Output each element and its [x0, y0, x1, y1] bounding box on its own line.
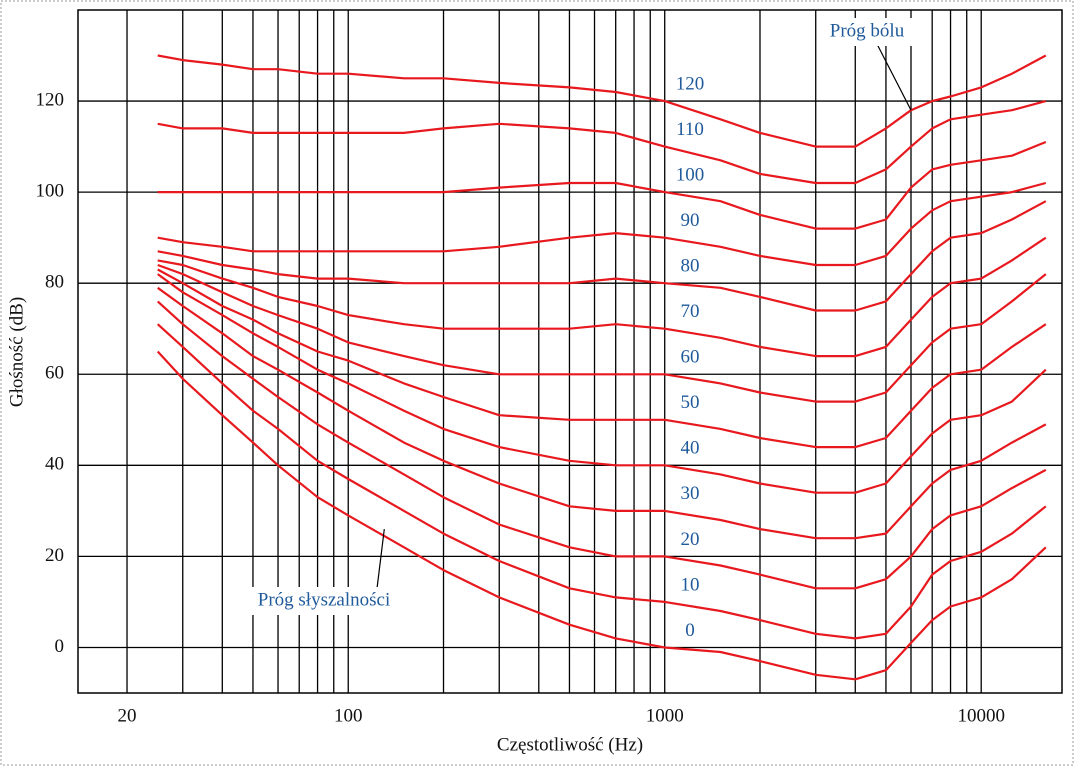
series-line [157, 273, 1047, 494]
annotation-pointer [876, 43, 912, 111]
y-tick-label: 100 [36, 180, 65, 201]
y-tick-label: 40 [45, 454, 64, 475]
series-label: 110 [676, 119, 704, 140]
series-line [157, 140, 1047, 230]
series-label: 80 [681, 256, 700, 277]
annotation: Próg bólu [830, 20, 905, 41]
y-tick-label: 120 [36, 89, 65, 110]
x-tick-label: 1000 [646, 705, 684, 726]
series-label: 70 [681, 301, 700, 322]
annotation-box [249, 587, 399, 615]
series-label: 90 [681, 210, 700, 231]
y-tick-label: 20 [45, 545, 64, 566]
y-tick-label: 80 [45, 272, 64, 293]
series-label: 10 [681, 574, 700, 595]
series-label: 20 [681, 529, 700, 550]
annotation: Próg słyszalności [258, 589, 390, 610]
annotation-box [821, 18, 913, 46]
x-tick-label: 10000 [957, 705, 1005, 726]
series-line [157, 200, 1047, 312]
series-line [157, 263, 1047, 403]
x-axis-label: Częstotliwość (Hz) [497, 734, 643, 755]
series-label: 60 [681, 347, 700, 368]
series-line [157, 268, 1047, 449]
series-label: 120 [676, 73, 705, 94]
series-line [157, 181, 1047, 267]
y-axis-label: Głośność (dB) [6, 297, 27, 407]
series-label: 40 [681, 438, 700, 459]
series-line [156, 350, 1047, 681]
series-label: 50 [681, 392, 700, 413]
series-line [156, 323, 1047, 640]
series-line [157, 236, 1047, 358]
series-line [157, 100, 1047, 185]
y-tick-label: 0 [55, 636, 65, 657]
y-tick-label: 60 [45, 363, 64, 384]
x-tick-label: 100 [334, 705, 363, 726]
series-line [157, 54, 1047, 148]
x-tick-label: 20 [118, 705, 137, 726]
series-line [157, 286, 1047, 540]
series-line [156, 300, 1047, 590]
series-label: 0 [685, 620, 695, 641]
series-label: 30 [681, 483, 700, 504]
series-label: 100 [676, 164, 705, 185]
